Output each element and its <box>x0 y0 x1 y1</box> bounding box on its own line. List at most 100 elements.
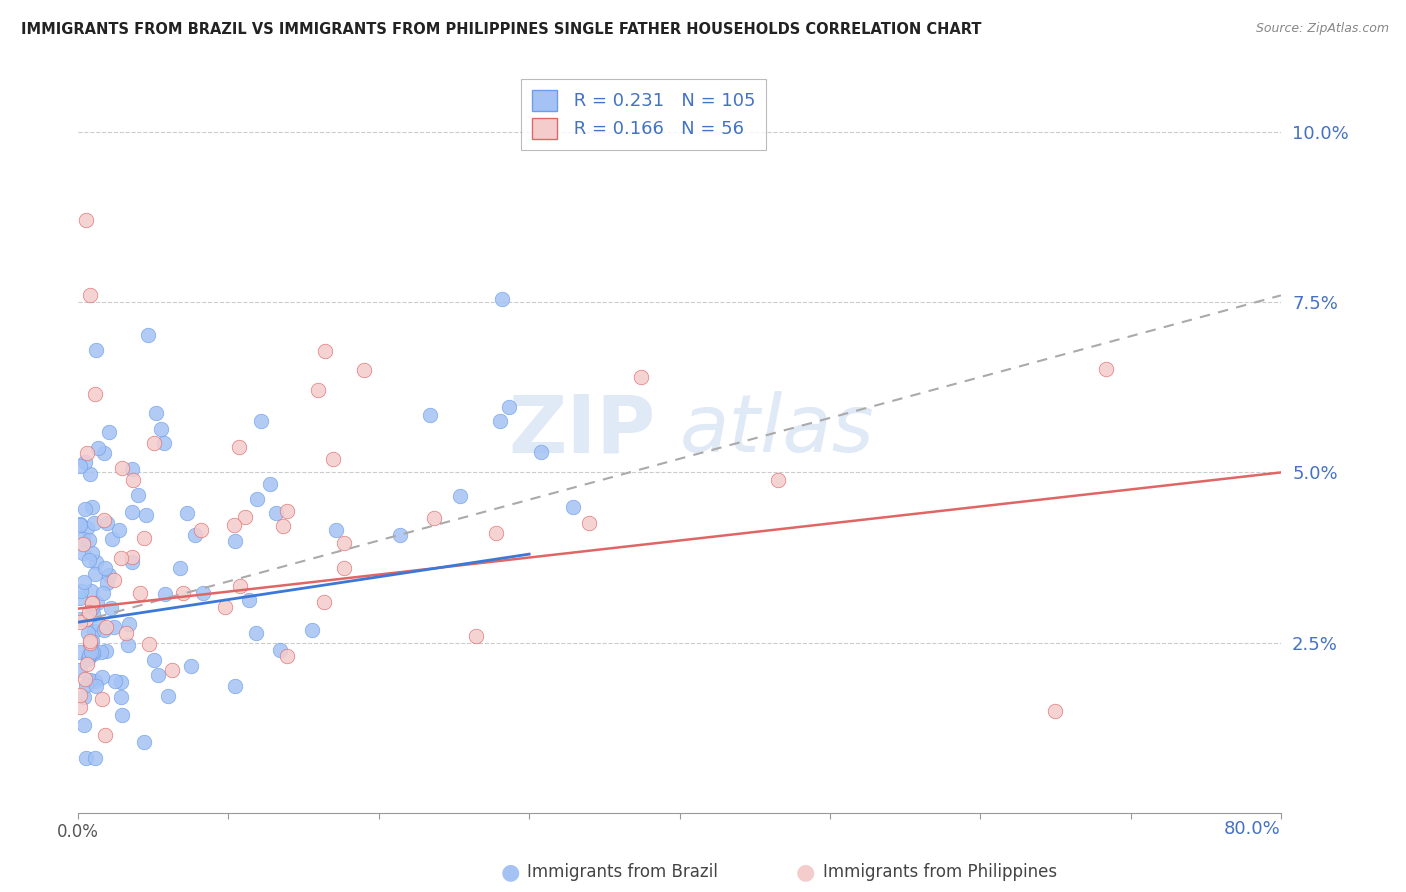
Point <box>69 517 91 532</box>
Point <box>129 585 152 599</box>
Point <box>96 575 118 590</box>
Point <box>84 680 107 694</box>
Point <box>191 586 214 600</box>
Point <box>485 526 508 541</box>
Point <box>83 674 105 689</box>
Point <box>69 689 91 703</box>
Point <box>69 645 91 659</box>
Point <box>489 414 512 428</box>
Point <box>307 383 329 397</box>
Point <box>269 642 291 657</box>
Point <box>110 690 132 704</box>
Point <box>94 561 117 575</box>
Point <box>75 678 97 692</box>
Point <box>73 690 96 705</box>
Point <box>82 607 104 621</box>
Point <box>276 649 298 664</box>
Point <box>93 513 115 527</box>
Point <box>77 605 100 619</box>
Text: Source: ZipAtlas.com: Source: ZipAtlas.com <box>1256 22 1389 36</box>
Point <box>333 536 356 550</box>
Point <box>83 624 105 638</box>
Text: atlas: atlas <box>679 392 875 469</box>
Point <box>69 518 91 533</box>
Point <box>72 574 94 589</box>
Point <box>75 213 97 227</box>
Point <box>73 718 96 732</box>
Point <box>75 502 97 516</box>
Point <box>138 637 160 651</box>
Point <box>214 600 236 615</box>
Point <box>79 645 101 659</box>
Point <box>79 288 101 302</box>
Point <box>322 451 344 466</box>
Point <box>121 549 143 564</box>
Point <box>94 644 117 658</box>
Point <box>79 636 101 650</box>
Point <box>259 477 281 491</box>
Point <box>69 615 91 630</box>
Point <box>245 626 267 640</box>
Point <box>77 533 100 548</box>
Point <box>75 751 97 765</box>
Point <box>136 327 159 342</box>
Point <box>94 729 117 743</box>
Point <box>110 550 132 565</box>
Point <box>98 425 121 440</box>
Point <box>238 593 260 607</box>
Point <box>79 467 101 481</box>
Point <box>75 455 97 469</box>
Text: Immigrants from Brazil: Immigrants from Brazil <box>527 863 718 881</box>
Point <box>79 638 101 652</box>
Point <box>83 516 105 531</box>
Point <box>82 647 104 661</box>
Point <box>145 406 167 420</box>
Point <box>108 524 131 538</box>
Point <box>70 583 93 598</box>
Point <box>72 546 94 560</box>
Point <box>155 587 177 601</box>
Point <box>75 611 97 625</box>
Point <box>222 517 245 532</box>
Point <box>69 612 91 626</box>
Point <box>150 422 173 436</box>
Point <box>69 663 91 677</box>
Point <box>498 400 520 414</box>
Legend:  R = 0.231   N = 105,  R = 0.166   N = 56: R = 0.231 N = 105, R = 0.166 N = 56 <box>520 79 766 150</box>
Point <box>77 651 100 665</box>
Text: 80.0%: 80.0% <box>1225 820 1281 838</box>
Point <box>96 516 118 530</box>
Point <box>80 584 103 599</box>
Point <box>80 634 103 648</box>
Point <box>76 446 98 460</box>
Point <box>83 567 105 582</box>
Point <box>157 689 180 703</box>
Point <box>314 344 336 359</box>
Point <box>276 504 298 518</box>
Point <box>72 532 94 546</box>
Point <box>325 524 347 538</box>
Point <box>249 414 271 428</box>
Point <box>353 363 375 377</box>
Point <box>630 369 652 384</box>
Point <box>93 446 115 460</box>
Point <box>1094 361 1116 376</box>
Point <box>233 509 256 524</box>
Point <box>419 408 441 422</box>
Point <box>84 555 107 569</box>
Point <box>87 441 110 455</box>
Point <box>301 624 323 638</box>
Point <box>271 519 294 533</box>
Point <box>72 536 94 550</box>
Point <box>312 595 335 609</box>
Point <box>82 645 104 659</box>
Point <box>79 673 101 687</box>
Point <box>134 531 156 545</box>
Text: ZIP: ZIP <box>508 392 655 469</box>
Point <box>135 508 157 522</box>
Point <box>79 634 101 648</box>
Point <box>190 523 212 537</box>
Text: IMMIGRANTS FROM BRAZIL VS IMMIGRANTS FROM PHILIPPINES SINGLE FATHER HOUSEHOLDS C: IMMIGRANTS FROM BRAZIL VS IMMIGRANTS FRO… <box>21 22 981 37</box>
Point <box>423 510 446 524</box>
Point <box>146 667 169 681</box>
